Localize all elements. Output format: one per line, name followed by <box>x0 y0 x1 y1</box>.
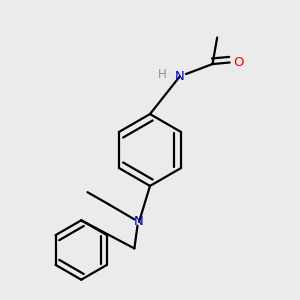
Text: N: N <box>134 215 144 228</box>
Text: O: O <box>233 56 244 69</box>
Text: H: H <box>158 68 167 82</box>
Text: N: N <box>175 70 184 83</box>
